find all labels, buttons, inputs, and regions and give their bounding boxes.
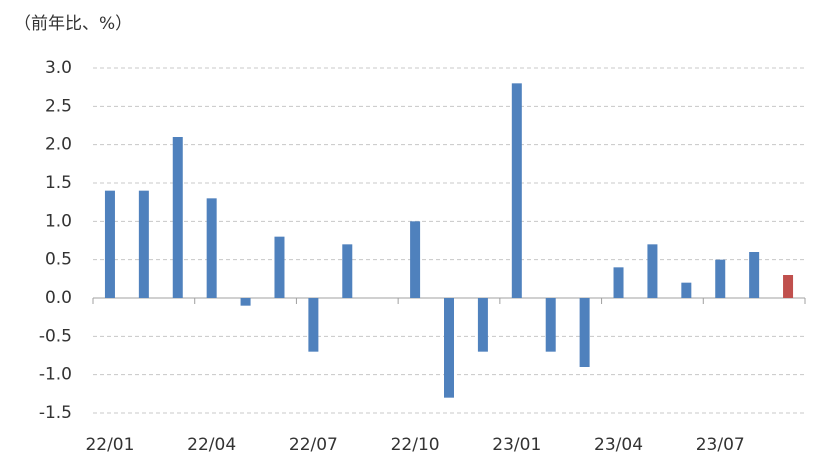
bar [104, 190, 115, 298]
y-tick-label: 2.0 [45, 135, 72, 155]
bar [783, 275, 794, 298]
y-tick-label: 1.0 [45, 211, 72, 231]
bar [545, 298, 556, 352]
bar [647, 244, 658, 298]
x-tick-label: 22/01 [85, 435, 134, 455]
bar [172, 137, 183, 298]
x-tick-label: 22/07 [289, 435, 338, 455]
y-tick-label: -0.5 [39, 326, 72, 346]
bar [444, 298, 454, 398]
chart-title: （前年比、%） [14, 14, 132, 34]
bar [274, 236, 285, 298]
x-tick-label: 22/10 [391, 435, 440, 455]
bar [477, 298, 488, 352]
x-tick-label: 23/01 [492, 435, 541, 455]
y-tick-label: -1.5 [39, 403, 72, 423]
y-tick-label: 0.0 [45, 288, 72, 308]
y-tick-label: 1.5 [45, 173, 72, 193]
bar [749, 252, 760, 298]
bar [342, 244, 353, 298]
bar [308, 298, 319, 352]
bar [715, 259, 726, 298]
bar [410, 221, 421, 298]
y-tick-label: 2.5 [45, 96, 72, 116]
bar [240, 298, 251, 306]
x-tick-label: 23/07 [696, 435, 745, 455]
y-tick-label: 3.0 [45, 58, 72, 78]
y-tick-label: -1.0 [39, 365, 72, 385]
x-tick-label: 23/04 [594, 435, 643, 455]
bar [138, 190, 149, 298]
y-tick-label: 0.5 [45, 250, 72, 270]
bar [511, 83, 522, 298]
bar [681, 282, 692, 298]
bar [613, 267, 624, 298]
bar [579, 298, 590, 367]
bar [206, 198, 217, 298]
x-tick-label: 22/04 [187, 435, 236, 455]
